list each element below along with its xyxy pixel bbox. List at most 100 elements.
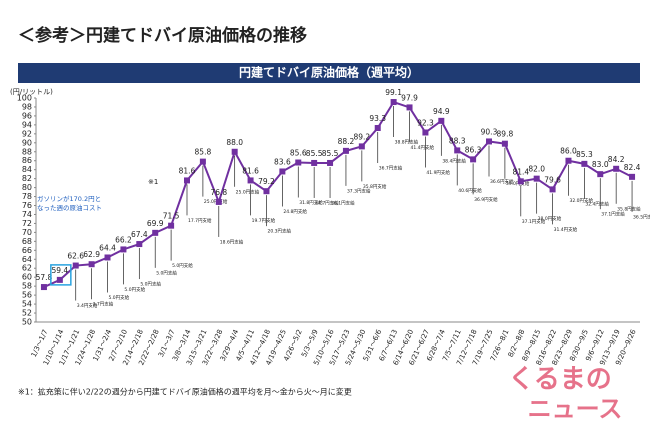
data-label: 67.4: [131, 230, 148, 239]
subsidy-label: 36.1円支給: [331, 199, 355, 206]
marker: [327, 159, 334, 166]
y-tick-label: 50: [22, 318, 32, 327]
y-tick-label: 90: [22, 138, 32, 147]
y-tick-label: 62: [22, 264, 32, 273]
data-label: 85.5: [306, 149, 323, 158]
data-label: 57.8: [36, 273, 53, 282]
watermark: くるまの: [508, 365, 611, 395]
annotation: ガソリンが170.2円と: [37, 194, 101, 203]
marker: [390, 99, 397, 106]
marker: [549, 186, 556, 193]
y-tick-label: 88: [22, 147, 32, 156]
annotation-box: [36, 193, 88, 213]
data-label: 59.4: [51, 266, 68, 275]
y-tick-label: 86: [22, 156, 32, 165]
data-label: 83.6: [274, 157, 291, 166]
chart-title: ＜参考＞円建てドバイ原油価格の推移: [18, 25, 307, 46]
y-tick-label: 96: [22, 111, 32, 120]
highlight-box: [50, 264, 72, 286]
data-label: 64.4: [99, 243, 116, 252]
subsidy-label: 3.4円支給: [77, 302, 98, 309]
subsidy-label: 32.0円支給: [569, 197, 593, 204]
banner: [18, 63, 640, 83]
data-label: 99.1: [385, 88, 402, 97]
subsidy-label: 36.9円支給: [474, 196, 498, 203]
data-label: 88.3: [449, 136, 466, 145]
subsidy-label: 32.4円支給: [585, 200, 609, 207]
y-tick-label: 68: [22, 237, 32, 246]
series-line: [43, 100, 633, 288]
subsidy-label: 35.8円支給: [363, 183, 387, 190]
data-label: 88.0: [226, 138, 243, 147]
y-tick-label: 92: [22, 129, 32, 138]
y-axis-label: (円/リットル): [10, 88, 53, 96]
marker: [56, 276, 63, 283]
marker: [40, 284, 47, 291]
y-tick-label: 58: [22, 282, 32, 291]
marker: [104, 254, 111, 261]
data-label: 81.6: [242, 166, 259, 175]
subsidy-label: 5.0円支給: [156, 269, 177, 276]
data-label: 66.2: [115, 235, 132, 244]
marker: [565, 157, 572, 164]
annotation: なった週の原油コスト: [37, 203, 102, 212]
subsidy-label: 19.7円支給: [252, 217, 276, 224]
subsidy-label: 37.1円支給: [601, 211, 625, 218]
subsidy-label: 5.0円支給: [109, 294, 130, 301]
marker: [263, 188, 270, 195]
subsidy-label: 37.1円支給: [522, 218, 546, 225]
data-label: 81.6: [179, 166, 196, 175]
data-label: 92.3: [417, 118, 434, 127]
data-label: 79.2: [258, 177, 275, 186]
data-label: 89.2: [353, 132, 370, 141]
subsidy-label: 5.0円支給: [140, 281, 161, 288]
marker: [342, 147, 349, 154]
data-label: 94.9: [433, 107, 450, 116]
y-tick-label: 60: [22, 273, 32, 282]
subsidy-label: 35.8円支給: [617, 205, 641, 212]
marker: [374, 125, 381, 132]
marker: [295, 159, 302, 166]
footnote: ※1：拡充策に伴い2/22の週分から円建てドバイ原油価格の週平均を月～金から火～…: [18, 387, 352, 397]
data-label: 97.9: [401, 93, 418, 102]
subsidy-label: 38.8円支給: [395, 139, 419, 146]
data-label: 81.4: [512, 167, 529, 176]
data-label: 62.9: [83, 250, 100, 259]
y-tick-label: 56: [22, 291, 32, 300]
subsidy-label: 25.0円支給: [236, 188, 260, 195]
data-label: 83.0: [592, 160, 609, 169]
y-tick-label: 80: [22, 183, 32, 192]
marker: [454, 147, 461, 154]
data-label: 90.3: [481, 127, 498, 136]
marker: [533, 175, 540, 182]
marker: [88, 261, 95, 268]
y-tick-label: 72: [22, 219, 32, 228]
marker: [613, 165, 620, 172]
y-tick-label: 76: [22, 201, 32, 210]
data-label: 69.9: [147, 219, 164, 228]
marker: [470, 156, 477, 163]
marker: [199, 158, 206, 165]
y-tick-label: 52: [22, 309, 32, 318]
marker: [152, 229, 159, 236]
marker: [215, 198, 222, 205]
marker: [311, 159, 318, 166]
subsidy-label: 36.6円支給: [490, 178, 514, 185]
y-tick-label: 82: [22, 174, 32, 183]
watermark: ニュース: [528, 395, 623, 423]
marker: [581, 160, 588, 167]
subsidy-label: 31.4円支給: [554, 226, 578, 233]
data-label: 85.8: [195, 148, 212, 157]
marker: [358, 143, 365, 150]
marker: [136, 241, 143, 248]
marker: [72, 262, 79, 269]
data-label: 84.2: [608, 155, 625, 164]
annotation: ※1: [148, 178, 158, 186]
y-tick-label: 70: [22, 228, 32, 237]
marker: [231, 148, 238, 155]
subsidy-label: 36.7円支給: [379, 165, 403, 172]
data-label: 85.3: [576, 150, 593, 159]
y-tick-label: 78: [22, 192, 32, 201]
data-label: 85.5: [322, 149, 339, 158]
subsidy-label: 17.7円支給: [188, 217, 212, 224]
